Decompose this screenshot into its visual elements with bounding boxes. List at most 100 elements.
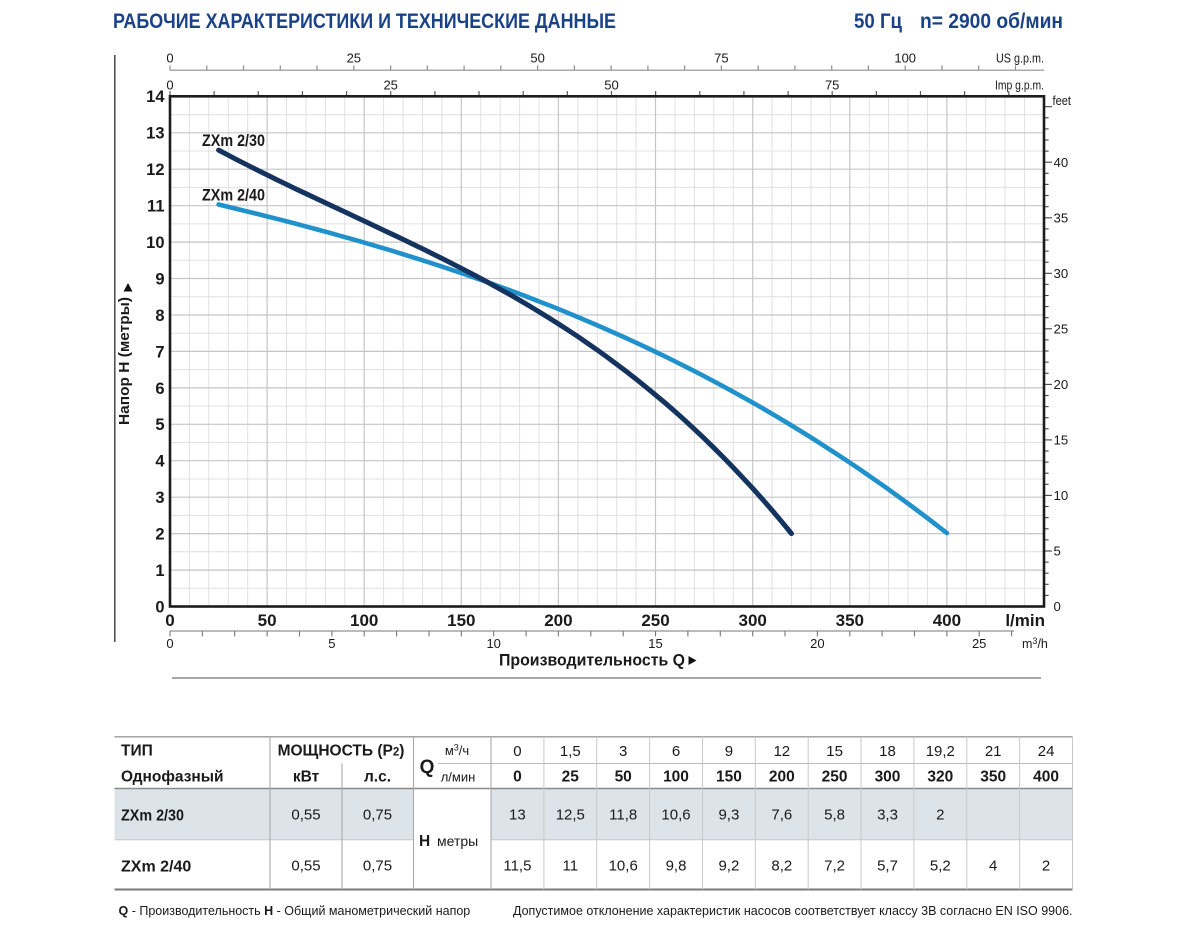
svg-text:25: 25 (383, 78, 397, 93)
svg-text:H: H (419, 833, 430, 850)
svg-text:метры: метры (437, 833, 478, 849)
svg-text:0: 0 (513, 769, 522, 786)
svg-text:18: 18 (879, 743, 896, 760)
svg-text:кВт: кВт (293, 769, 320, 786)
svg-text:10,6: 10,6 (661, 807, 690, 824)
svg-text:200: 200 (544, 611, 572, 630)
svg-text:10: 10 (486, 636, 500, 651)
svg-text:250: 250 (641, 611, 669, 630)
svg-text:м3/ч: м3/ч (445, 743, 469, 759)
svg-text:2: 2 (1042, 858, 1050, 875)
svg-text:10: 10 (1054, 488, 1069, 503)
svg-text:50: 50 (604, 78, 618, 93)
svg-text:7,6: 7,6 (771, 807, 792, 824)
svg-text:15: 15 (1054, 433, 1069, 448)
svg-text:4: 4 (989, 858, 997, 875)
svg-text:Напор H (метры): Напор H (метры) (116, 297, 133, 425)
svg-text:9,8: 9,8 (666, 858, 687, 875)
svg-text:9,2: 9,2 (718, 858, 739, 875)
svg-text:0: 0 (166, 78, 173, 93)
svg-text:7,2: 7,2 (824, 858, 845, 875)
svg-text:30: 30 (1054, 266, 1069, 281)
svg-text:6: 6 (155, 380, 164, 398)
svg-text:400: 400 (1033, 769, 1059, 786)
svg-text:m3/h: m3/h (1022, 636, 1048, 651)
svg-text:9: 9 (155, 270, 164, 288)
svg-text:11,5: 11,5 (503, 858, 531, 875)
svg-text:50 Гц: 50 Гц (854, 9, 903, 33)
svg-text:ZXm 2/40: ZXm 2/40 (121, 859, 191, 876)
svg-text:350: 350 (836, 611, 864, 630)
svg-text:Imp g.p.m.: Imp g.p.m. (995, 79, 1044, 93)
svg-text:14: 14 (146, 88, 165, 106)
svg-text:9: 9 (725, 743, 733, 760)
svg-text:13: 13 (146, 125, 164, 143)
svg-text:1: 1 (155, 562, 164, 580)
svg-text:300: 300 (739, 611, 767, 630)
svg-text:12: 12 (146, 161, 164, 179)
svg-text:feet: feet (1053, 93, 1072, 108)
svg-text:ТИП: ТИП (121, 743, 153, 760)
svg-text:350: 350 (980, 769, 1006, 786)
svg-text:1,5: 1,5 (560, 743, 581, 760)
svg-text:5: 5 (328, 636, 335, 651)
svg-text:10,6: 10,6 (609, 858, 638, 875)
svg-text:0: 0 (166, 636, 173, 651)
svg-text:400: 400 (933, 611, 961, 630)
svg-text:5,2: 5,2 (930, 858, 951, 875)
svg-text:75: 75 (825, 78, 839, 93)
svg-text:8,2: 8,2 (771, 858, 792, 875)
svg-text:100: 100 (350, 611, 378, 630)
svg-text:12,5: 12,5 (556, 807, 585, 824)
svg-text:3,3: 3,3 (877, 807, 898, 824)
svg-text:100: 100 (894, 51, 916, 66)
svg-text:200: 200 (769, 769, 795, 786)
svg-text:6: 6 (672, 743, 680, 760)
svg-text:50: 50 (258, 611, 277, 630)
svg-text:0,75: 0,75 (363, 858, 392, 875)
svg-text:л.с.: л.с. (364, 769, 391, 786)
svg-text:21: 21 (985, 743, 1002, 760)
svg-text:11: 11 (563, 858, 579, 875)
svg-text:Производительность Q: Производительность Q (499, 652, 685, 670)
svg-text:300: 300 (875, 769, 901, 786)
svg-text:0: 0 (155, 598, 164, 616)
svg-text:5: 5 (1054, 544, 1061, 559)
svg-text:25: 25 (1054, 322, 1069, 337)
svg-text:3: 3 (619, 743, 627, 760)
svg-text:ZXm 2/40: ZXm 2/40 (202, 187, 265, 205)
svg-text:l/min: l/min (1005, 611, 1045, 630)
svg-text:Q - Производительность H - О: Q - Производительность H - Общий маномет… (119, 904, 471, 918)
svg-text:5: 5 (155, 416, 164, 434)
svg-text:7: 7 (155, 343, 164, 361)
svg-text:0: 0 (513, 743, 521, 760)
svg-text:Однофазный: Однофазный (121, 769, 224, 786)
svg-text:0,55: 0,55 (291, 807, 320, 824)
svg-text:9,3: 9,3 (718, 807, 739, 824)
svg-text:35: 35 (1054, 211, 1069, 226)
svg-text:РАБОЧИЕ ХАРАКТЕРИСТИКИ И ТЕХНИ: РАБОЧИЕ ХАРАКТЕРИСТИКИ И ТЕХНИЧЕСКИЕ ДАН… (113, 9, 616, 33)
svg-text:5,8: 5,8 (824, 807, 845, 824)
svg-text:0: 0 (1054, 599, 1061, 614)
svg-text:5,7: 5,7 (877, 858, 898, 875)
svg-text:320: 320 (927, 769, 953, 786)
svg-text:0: 0 (166, 51, 173, 66)
svg-text:15: 15 (826, 743, 843, 760)
svg-text:250: 250 (822, 769, 848, 786)
svg-text:150: 150 (716, 769, 742, 786)
svg-text:50: 50 (615, 769, 632, 786)
svg-text:0,75: 0,75 (363, 807, 392, 824)
svg-text:25: 25 (562, 769, 580, 786)
svg-text:ZXm 2/30: ZXm 2/30 (202, 132, 265, 150)
svg-text:25: 25 (972, 636, 986, 651)
svg-text:25: 25 (347, 51, 361, 66)
svg-text:US g.p.m.: US g.p.m. (996, 52, 1044, 66)
svg-text:n= 2900 об/мин: n= 2900 об/мин (920, 9, 1063, 33)
svg-text:19,2: 19,2 (926, 743, 955, 760)
svg-text:20: 20 (1054, 377, 1069, 392)
svg-text:8: 8 (155, 307, 164, 325)
svg-text:15: 15 (648, 636, 662, 651)
svg-text:10: 10 (146, 234, 164, 252)
svg-text:100: 100 (663, 769, 689, 786)
svg-text:Q: Q (420, 757, 435, 778)
